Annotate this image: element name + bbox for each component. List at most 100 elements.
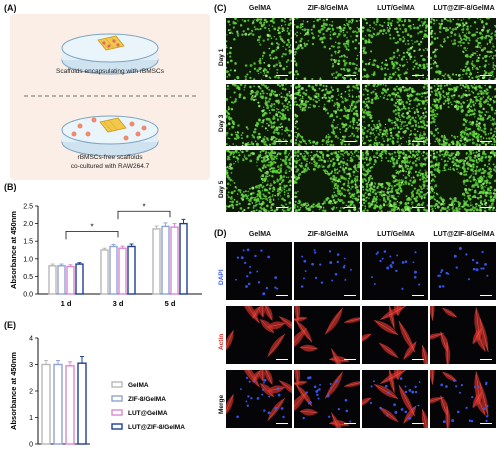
c-col-zif: ZIF-8/GelMA xyxy=(307,5,349,12)
panel-d-letter: (D) xyxy=(214,228,227,238)
chart-b: 0.0 0.5 1.0 1.5 2.0 2.5 Absorbance at 450nm 1 d… xyxy=(9,202,202,308)
bar xyxy=(53,363,63,445)
dapi-stain-image xyxy=(430,242,496,300)
scale-bar xyxy=(344,140,356,142)
live-dead-stain-image xyxy=(294,84,360,146)
actin-stain-image xyxy=(226,306,292,364)
y-tick-label: 0 xyxy=(29,442,33,449)
legend-label: GelMA xyxy=(128,382,149,389)
merge-stain-image xyxy=(294,370,360,428)
panel-e-letter: (E) xyxy=(4,320,16,330)
panel-b-letter: (B) xyxy=(4,182,17,192)
c-row-day3: Day 3 xyxy=(218,114,225,132)
c-col-lutzif: LUT@ZIF-8/GelMA xyxy=(433,5,495,12)
scale-bar xyxy=(276,206,288,208)
y-tick-label: 4 xyxy=(29,336,33,343)
scale-bar xyxy=(412,358,424,360)
y-axis-label: Absorbance at 450nm xyxy=(9,352,18,430)
merge-stain-image xyxy=(430,370,496,428)
d-row-actin: Actin xyxy=(218,333,225,350)
y-tick-label: 0.5 xyxy=(23,274,33,281)
d-row-dapi: DAPI xyxy=(218,269,225,285)
bar xyxy=(57,265,66,295)
d-col-zif: ZIF-8/GelMA xyxy=(307,231,349,238)
x-tick-label: 1 d xyxy=(61,299,72,308)
actin-stain-image xyxy=(362,306,428,364)
scale-bar xyxy=(276,294,288,296)
scale-bar xyxy=(480,206,492,208)
live-dead-stain-image xyxy=(430,84,496,146)
scale-bar xyxy=(344,422,356,424)
actin-stain-image xyxy=(430,306,496,364)
scale-bar xyxy=(276,140,288,142)
c-col-gelma: GelMA xyxy=(248,5,272,12)
live-dead-stain-image xyxy=(362,150,428,212)
merge-stain-image xyxy=(226,370,292,428)
y-tick-label: 2.5 xyxy=(23,204,33,211)
c-row-day1: Day 1 xyxy=(218,48,225,66)
scale-bar xyxy=(412,422,424,424)
legend-swatch xyxy=(111,395,123,402)
bar xyxy=(127,245,136,295)
legend-swatch xyxy=(111,381,123,388)
live-dead-stain-image xyxy=(226,18,292,80)
legend-label: LUT@ZIF-8/GelMA xyxy=(128,424,185,431)
live-dead-stain-image xyxy=(362,18,428,80)
scale-bar xyxy=(412,294,424,296)
scale-bar xyxy=(344,294,356,296)
d-col-gelma: GelMA xyxy=(248,231,272,238)
scale-bar xyxy=(344,74,356,76)
bar xyxy=(41,363,51,445)
legend-label: LUT@GelMA xyxy=(128,410,168,417)
caption-free-line1: rBMSCs-free scaffolds xyxy=(77,154,143,161)
scale-bar xyxy=(276,422,288,424)
actin-stain-image xyxy=(294,306,360,364)
bar xyxy=(77,362,87,445)
d-col-lut: LUT/GelMA xyxy=(377,231,415,238)
y-tick-label: 3 xyxy=(29,362,33,369)
bar xyxy=(170,226,179,295)
live-dead-stain-image xyxy=(294,150,360,212)
scale-bar xyxy=(480,140,492,142)
scale-bar xyxy=(480,294,492,296)
x-tick-label: 3 d xyxy=(113,299,124,308)
y-tick-label: 0.0 xyxy=(23,292,33,299)
scale-bar xyxy=(480,422,492,424)
d-row-merge: Merge xyxy=(218,394,225,414)
dapi-stain-image xyxy=(362,242,428,300)
caption-encapsulating: Scaffolds encapsulating with rBMSCs xyxy=(56,68,164,75)
dapi-stain-image xyxy=(226,242,292,300)
scale-bar xyxy=(412,140,424,142)
scale-bar xyxy=(412,206,424,208)
significance-star: * xyxy=(142,202,145,211)
live-dead-stain-image xyxy=(430,150,496,212)
significance-bracket xyxy=(65,230,119,240)
y-tick-label: 2 xyxy=(29,389,33,396)
bar xyxy=(179,222,188,295)
c-col-lut: LUT/GelMA xyxy=(377,5,415,12)
bar xyxy=(100,249,109,295)
significance-bracket xyxy=(117,210,171,220)
y-tick-label: 1.0 xyxy=(23,256,33,263)
caption-free-line2: co-cultured with RAW264.7 xyxy=(70,163,150,170)
scale-bar xyxy=(276,74,288,76)
y-tick-label: 1 xyxy=(29,415,33,422)
y-tick-label: 1.5 xyxy=(23,239,33,246)
x-tick-label: 5 d xyxy=(165,299,176,308)
live-dead-stain-image xyxy=(362,84,428,146)
legend-swatch xyxy=(111,409,123,416)
merge-stain-image xyxy=(362,370,428,428)
bar xyxy=(48,265,57,295)
d-col-lutzif: LUT@ZIF-8/GelMA xyxy=(433,231,495,238)
bar xyxy=(152,228,161,295)
y-axis-label: Absorbance at 450nm xyxy=(9,211,18,289)
bar xyxy=(75,263,84,295)
y-tick-label: 2.0 xyxy=(23,221,33,228)
legend-label: ZIF-8/GelMA xyxy=(128,396,166,403)
scale-bar xyxy=(344,358,356,360)
panel-c-letter: (C) xyxy=(214,3,227,13)
scale-bar xyxy=(344,206,356,208)
bar xyxy=(65,365,75,445)
scale-bar xyxy=(480,358,492,360)
bar xyxy=(109,245,118,295)
